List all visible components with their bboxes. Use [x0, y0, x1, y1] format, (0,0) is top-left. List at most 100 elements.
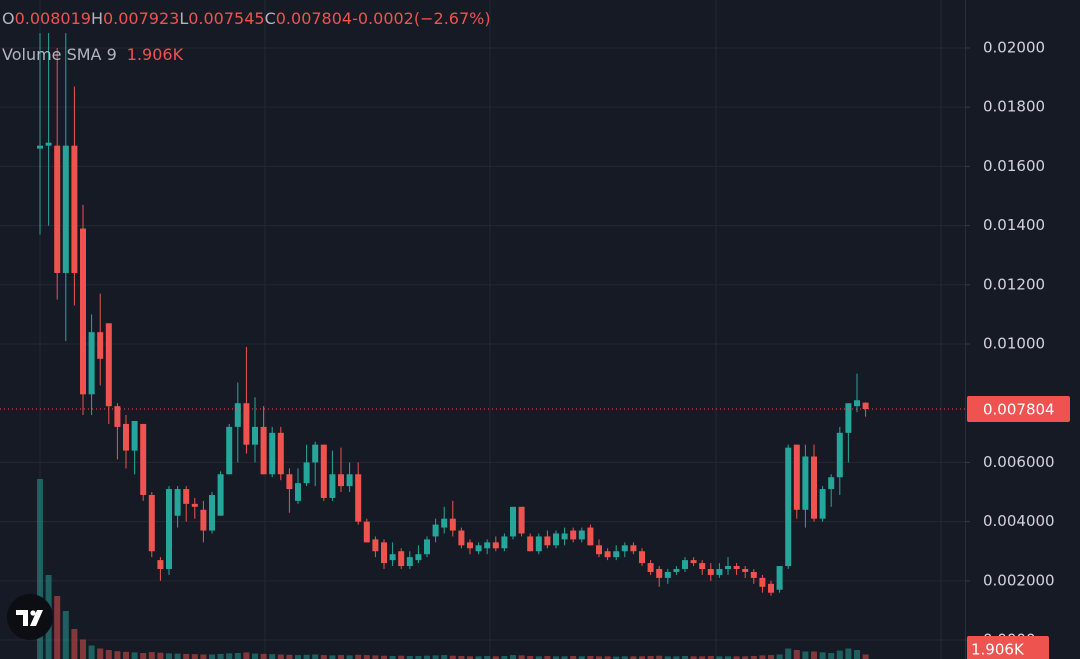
volume-bar	[277, 654, 284, 659]
candle-body	[467, 542, 473, 549]
volume-bar	[785, 648, 792, 659]
volume-bar	[862, 654, 869, 659]
candle-body	[656, 569, 663, 578]
candle-body	[209, 494, 215, 531]
volume-bar	[553, 656, 559, 659]
candle-body	[802, 456, 809, 510]
candle-body	[355, 474, 362, 522]
candle-body	[54, 145, 61, 273]
candle-body	[37, 145, 43, 149]
logo-v	[30, 610, 43, 626]
volume-bar	[166, 653, 172, 659]
candle-body	[105, 323, 112, 407]
candle-body	[183, 489, 190, 504]
volume-bar	[381, 655, 387, 659]
volume-bar	[836, 650, 843, 659]
candle-body	[527, 536, 534, 552]
legend-key: C	[264, 9, 276, 28]
y-tick-label: 0.01400	[983, 216, 1045, 234]
candle-body	[140, 423, 147, 495]
volume-bar	[217, 653, 224, 659]
volume-bar	[776, 654, 783, 659]
volume-bar	[596, 656, 602, 659]
candle-body	[836, 432, 843, 478]
candle-body	[191, 503, 198, 507]
volume-bar	[630, 656, 637, 659]
legend-value: 0.007545	[188, 9, 265, 28]
volume-bar	[501, 656, 508, 659]
volume-bar	[312, 654, 319, 659]
candle-body	[561, 533, 568, 540]
candle-body	[45, 142, 52, 146]
candle-body	[518, 506, 525, 534]
candle-body	[269, 432, 276, 475]
y-tick-label: 0.01000	[983, 335, 1045, 353]
legend-value: 0.007804	[275, 9, 353, 28]
volume-bar	[707, 656, 714, 659]
candle-body	[174, 489, 181, 516]
volume-bar	[441, 655, 448, 659]
volume-bar	[690, 656, 697, 659]
volume-bar	[260, 653, 267, 659]
volume-bar	[510, 655, 516, 659]
candle-body	[647, 563, 654, 572]
volume-bar	[88, 645, 95, 659]
volume-bar	[656, 655, 663, 659]
volume-bar	[415, 656, 422, 659]
legend-key: H	[90, 9, 103, 28]
y-tick-label: 0.01800	[983, 98, 1045, 116]
candle-body	[381, 542, 387, 564]
volume-bar	[295, 655, 301, 659]
candle-body	[621, 545, 628, 552]
legend-key: L	[179, 9, 189, 28]
candle-body	[759, 577, 766, 587]
y-tick-label: 0.004000	[983, 512, 1055, 530]
candle-body	[682, 560, 688, 570]
volume-bar	[200, 654, 207, 659]
volume-bar	[243, 652, 250, 659]
candle-body	[776, 566, 783, 590]
tradingview-logo	[7, 594, 53, 640]
candle-body	[88, 332, 95, 395]
logo-dot	[30, 610, 36, 616]
legend-key: O	[2, 9, 15, 28]
candle-body	[768, 583, 774, 593]
volume-bar	[828, 653, 835, 659]
candle-body	[80, 228, 86, 395]
volume-bar	[742, 656, 749, 659]
last-price-label: 0.007804	[983, 401, 1055, 419]
candle-body	[389, 554, 396, 561]
candle-body	[277, 432, 284, 475]
volume-bar	[157, 652, 164, 659]
candle-body	[690, 560, 697, 564]
candle-body	[587, 527, 594, 546]
candle-body	[234, 403, 241, 427]
volume-bar	[587, 656, 594, 659]
legend-change-pct: (−2.67%)	[413, 9, 491, 28]
candle-body	[639, 551, 645, 564]
volume-bar	[329, 655, 336, 659]
volume-bar	[802, 651, 809, 659]
candle-body	[742, 569, 749, 572]
candle-body	[707, 569, 714, 575]
volume-bar	[518, 655, 525, 659]
volume-bar	[699, 656, 706, 659]
candle-body	[604, 551, 611, 558]
volume-bar	[97, 648, 104, 659]
candle-body	[260, 426, 267, 475]
logo-circle	[7, 594, 53, 640]
volume-bar	[406, 656, 413, 659]
candle-body	[97, 332, 104, 359]
volume-bar	[673, 656, 680, 659]
volume-bar	[793, 650, 800, 659]
candle-body	[510, 506, 516, 537]
y-tick-label: 0.002000	[983, 571, 1055, 589]
candle-body	[329, 474, 336, 498]
volume-bar	[768, 655, 774, 659]
volume-sma-badge-label: 1.906K	[971, 641, 1025, 659]
candle-body	[544, 536, 551, 546]
candle-body	[363, 521, 370, 543]
legend-value: 0.007923	[102, 9, 180, 28]
candle-body	[295, 483, 301, 501]
candle-body	[131, 420, 138, 451]
